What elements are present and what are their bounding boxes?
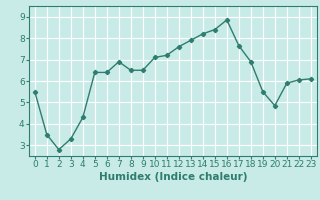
X-axis label: Humidex (Indice chaleur): Humidex (Indice chaleur) [99, 172, 247, 182]
